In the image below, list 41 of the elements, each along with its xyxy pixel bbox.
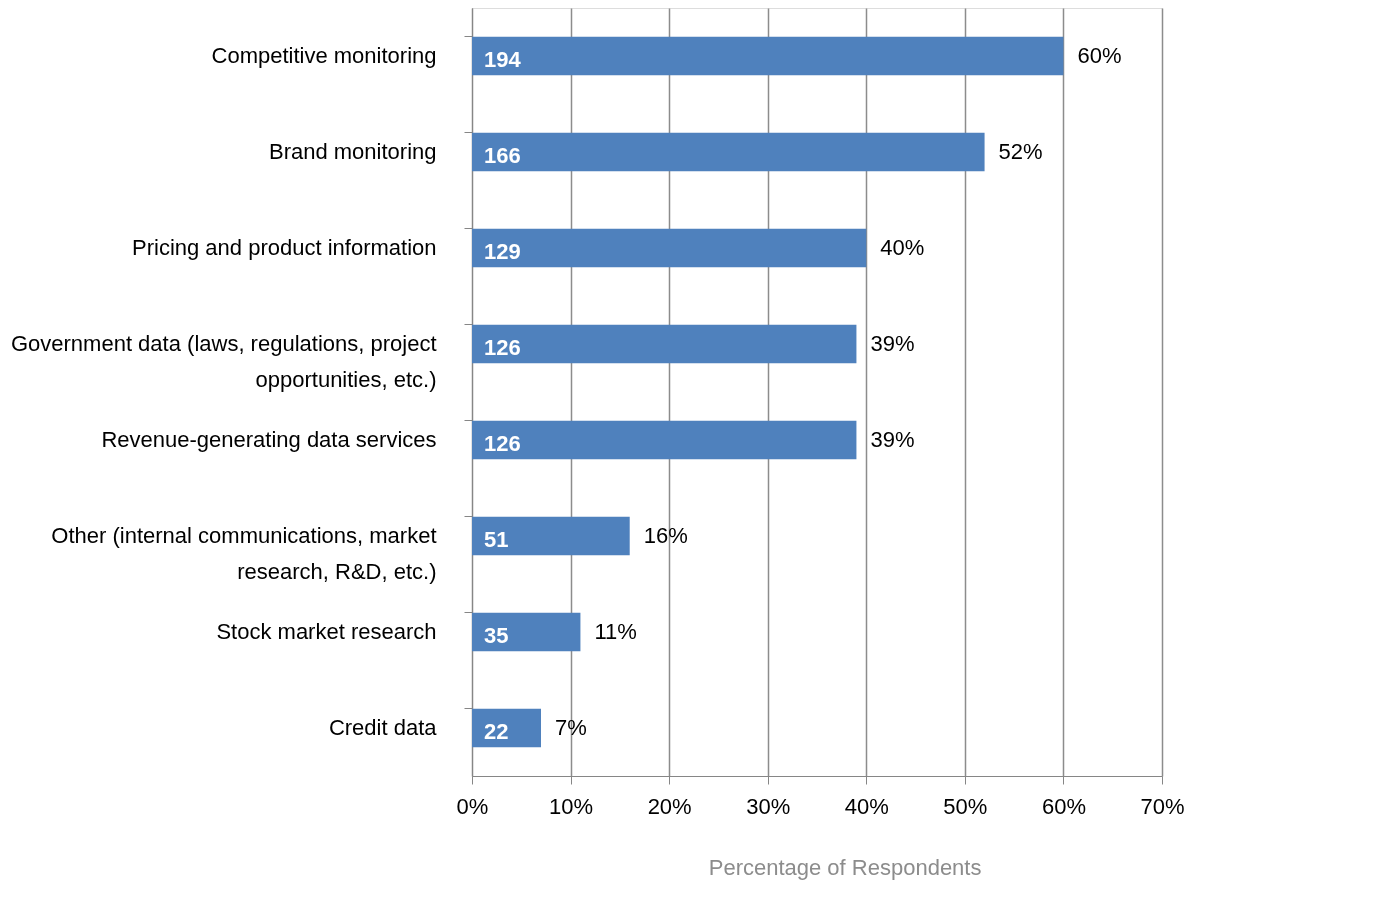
data-label: 40%	[880, 235, 925, 260]
annotation: 129	[484, 239, 521, 264]
annotation: 194	[484, 47, 522, 72]
annotation: 126	[484, 335, 521, 360]
data-label: 39%	[870, 331, 915, 356]
bar	[472, 708, 541, 748]
y-tick-label: Credit data	[328, 715, 438, 740]
x-tick-label: 50%	[943, 793, 988, 819]
annotation: 166	[484, 143, 521, 168]
y-tick-label: Competitive monitoring	[211, 43, 437, 68]
x-tick-label: 30%	[746, 793, 791, 819]
annotation: 51	[484, 527, 509, 552]
x-tick-label: 20%	[647, 793, 692, 819]
data-label: 52%	[998, 139, 1043, 164]
x-axis-title: Percentage of Respondents	[708, 854, 982, 880]
data-label: 11%	[594, 619, 637, 644]
y-tick-label: Stock market research	[216, 619, 437, 644]
bar	[472, 612, 581, 652]
data-label: 7%	[555, 715, 587, 740]
y-tick-label: Pricing and product information	[132, 235, 437, 260]
x-tick-label: 0%	[456, 793, 489, 819]
x-tick-label: 40%	[844, 793, 889, 819]
bar	[472, 420, 857, 460]
annotation: 126	[484, 431, 521, 456]
x-tick-label: 60%	[1041, 793, 1086, 819]
y-tick-label: Other (internal communications, market research, R&D, etc.)	[51, 523, 437, 584]
bar	[472, 228, 867, 268]
bar	[472, 516, 630, 556]
bar	[472, 132, 985, 172]
y-tick-label: Government data (laws, regulations, project opportunities, etc.)	[10, 331, 437, 392]
y-tick-label: Brand monitoring	[268, 139, 437, 164]
annotation: 22	[484, 719, 509, 744]
annotation: 35	[484, 623, 509, 648]
x-tick-label: 10%	[549, 793, 594, 819]
bar	[472, 36, 1064, 76]
data-label: 60%	[1077, 43, 1122, 68]
y-tick-label: Revenue-generating data services	[101, 427, 437, 452]
x-tick-label: 70%	[1140, 793, 1185, 819]
data-label: 39%	[870, 427, 915, 452]
data-label: 16%	[643, 523, 688, 548]
bar	[472, 324, 857, 364]
